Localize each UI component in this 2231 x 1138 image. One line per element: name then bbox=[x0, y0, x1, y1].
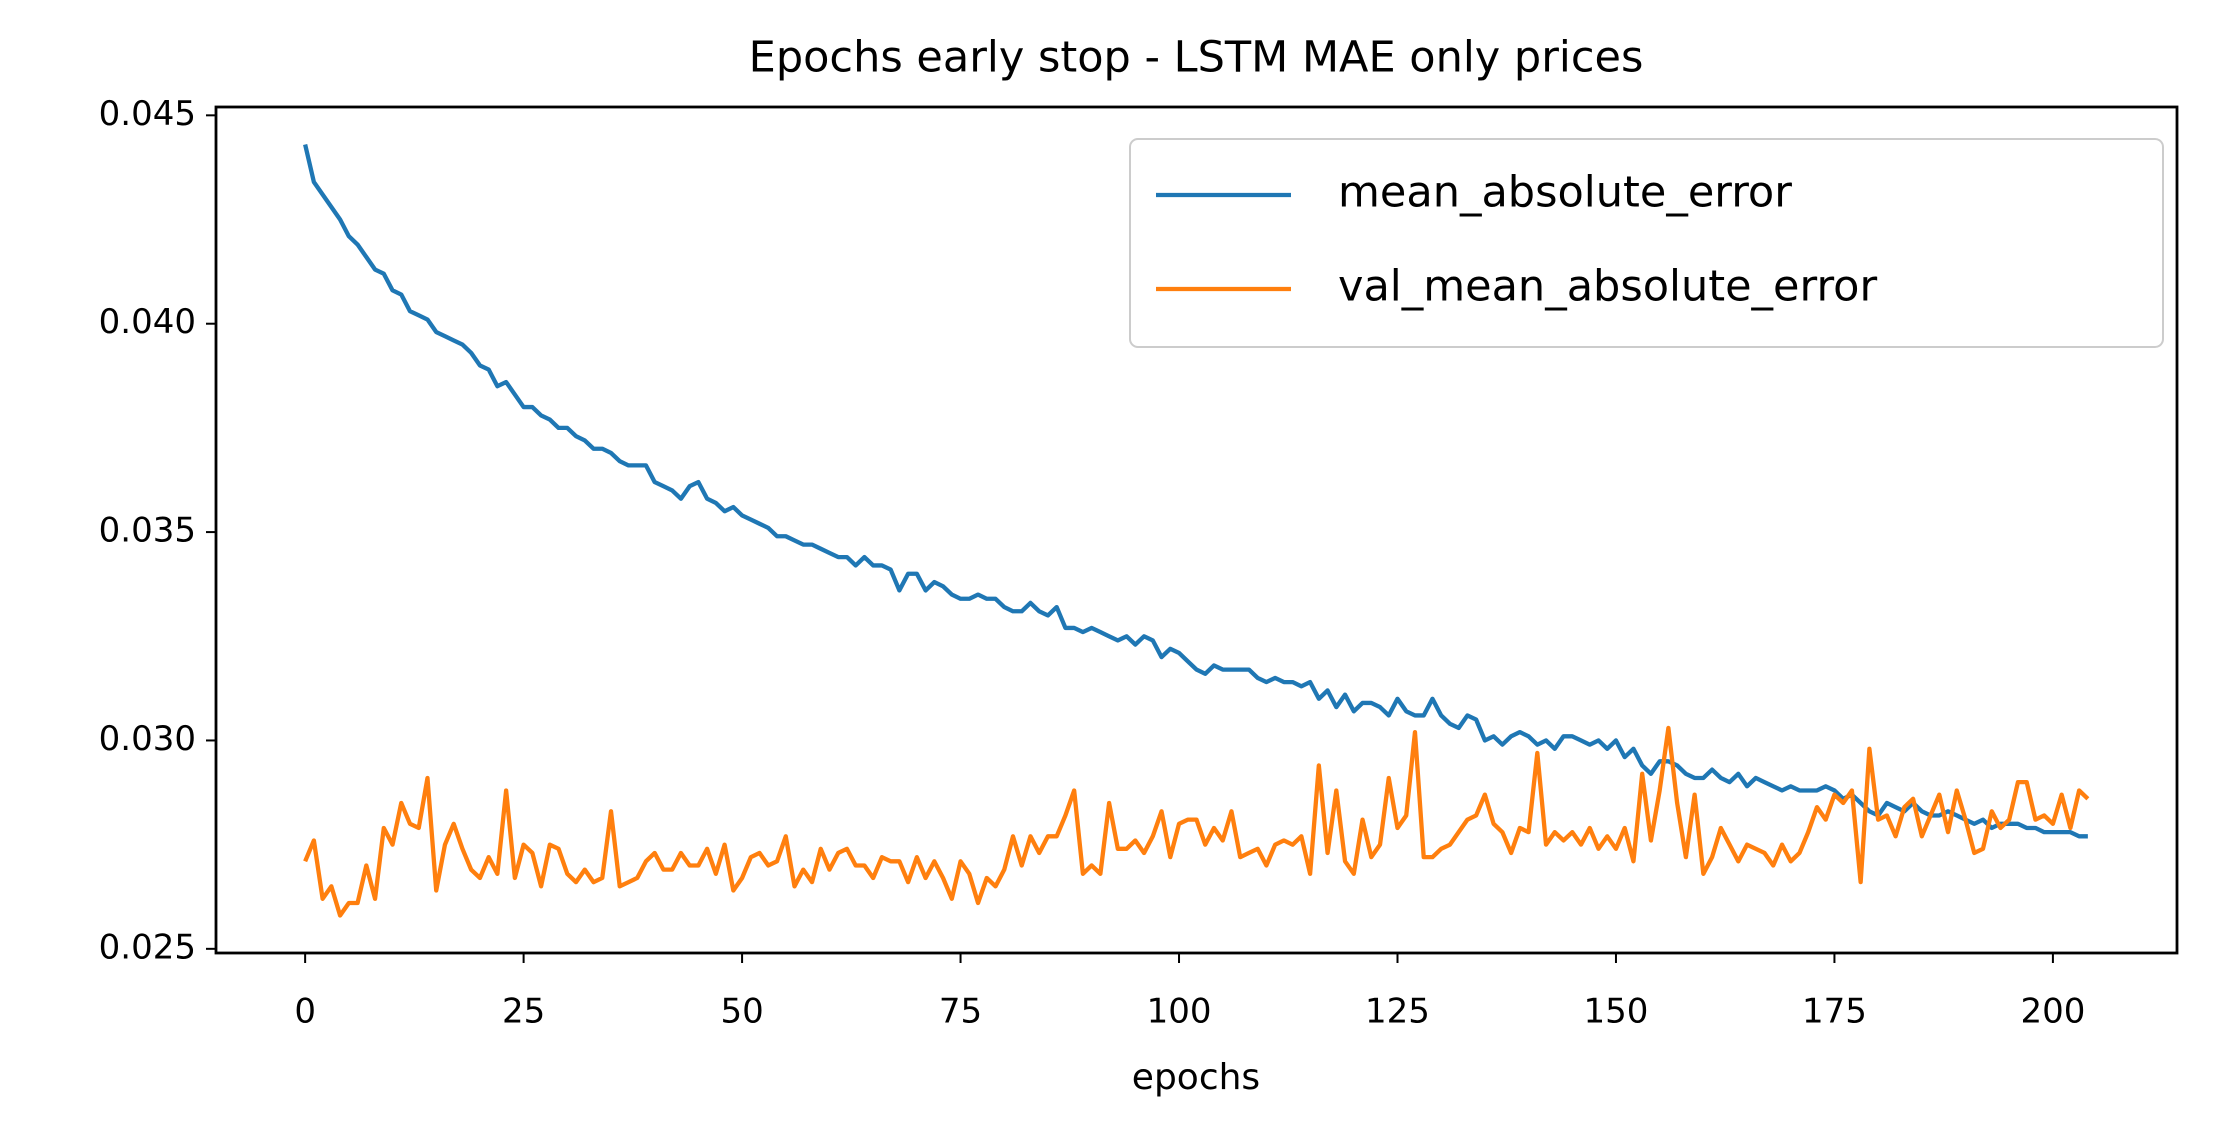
axes-frame bbox=[214, 105, 2179, 955]
x-tick-label: 75 bbox=[939, 992, 982, 1032]
y-tick-label: 0.035 bbox=[99, 511, 196, 551]
y-tick-label: 0.030 bbox=[99, 719, 196, 759]
x-tick-label: 50 bbox=[720, 992, 763, 1032]
chart-title: Epochs early stop - LSTM MAE only prices bbox=[749, 33, 1644, 83]
y-tick-label: 0.040 bbox=[99, 302, 196, 342]
series-line bbox=[303, 144, 2088, 839]
legend-label: mean_absolute_error bbox=[1338, 168, 1792, 218]
y-tick-label: 0.045 bbox=[99, 94, 196, 134]
x-tick-label: 125 bbox=[1365, 992, 1430, 1032]
y-tick-label: 0.025 bbox=[99, 927, 196, 967]
x-tick-label: 0 bbox=[294, 992, 316, 1032]
series-line bbox=[303, 725, 2090, 918]
x-tick-label: 150 bbox=[1584, 992, 1649, 1032]
x-tick-label: 25 bbox=[502, 992, 545, 1032]
x-tick-label: 100 bbox=[1147, 992, 1212, 1032]
legend-label: val_mean_absolute_error bbox=[1338, 262, 1877, 312]
x-tick-label: 175 bbox=[1802, 992, 1867, 1032]
x-axis-label: epochs bbox=[1132, 1057, 1260, 1098]
x-tick-label: 200 bbox=[2020, 992, 2085, 1032]
legend-box bbox=[1129, 138, 2164, 348]
